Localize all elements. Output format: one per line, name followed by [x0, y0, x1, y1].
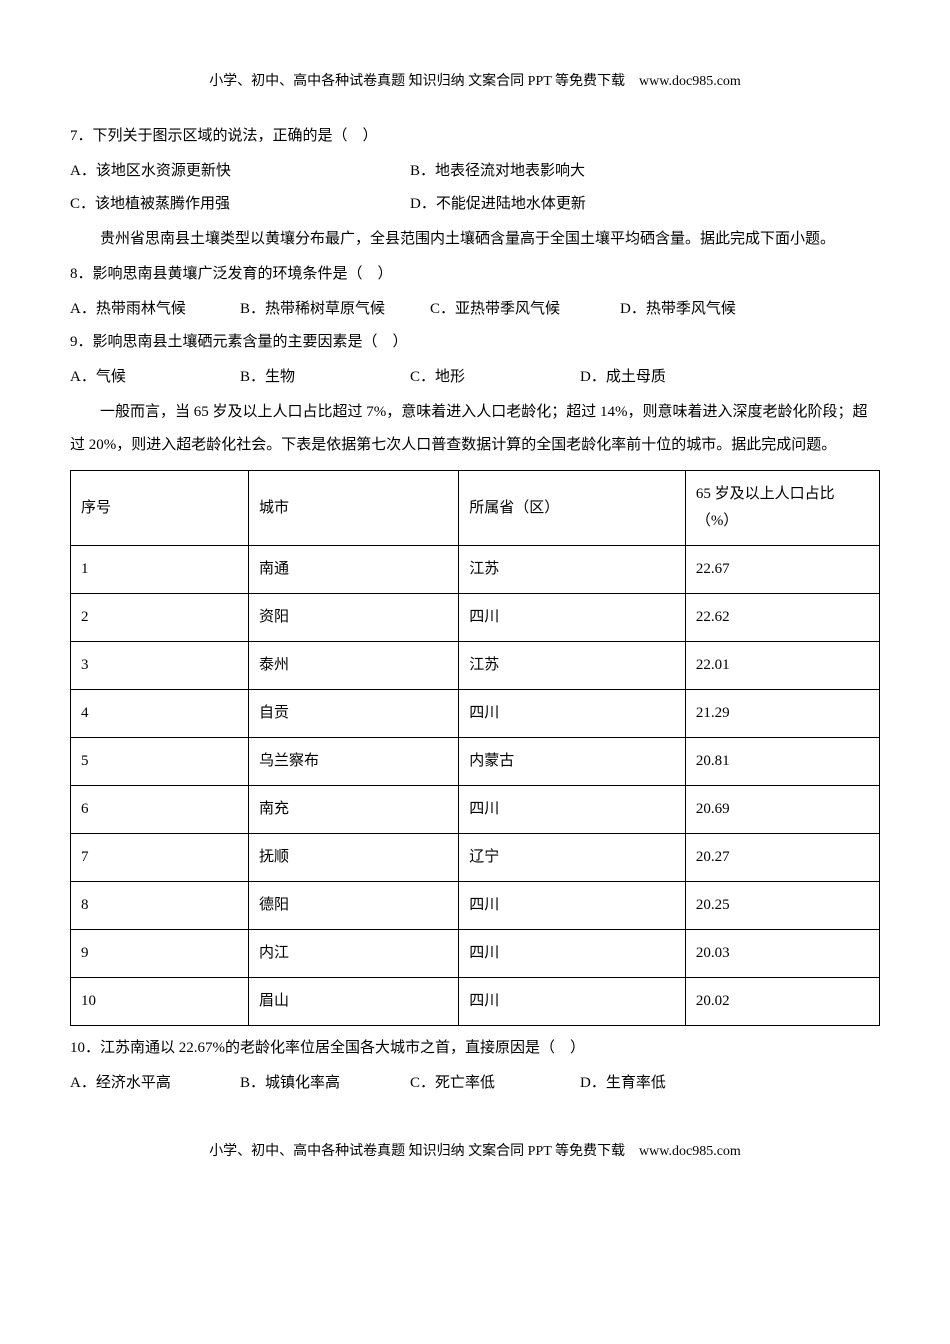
table-head-row: 序号 城市 所属省（区） 65 岁及以上人口占比 （%）: [71, 471, 880, 546]
q7-opts-row1: A．该地区水资源更新快 B．地表径流对地表影响大: [70, 155, 880, 188]
table-cell: 22.01: [685, 642, 879, 690]
table-row: 9内江四川20.03: [71, 930, 880, 978]
table-row: 4自贡四川21.29: [71, 690, 880, 738]
table-cell: 20.02: [685, 978, 879, 1026]
th-province: 所属省（区）: [459, 471, 686, 546]
table-cell: 内江: [248, 930, 458, 978]
table-cell: 德阳: [248, 882, 458, 930]
th-city: 城市: [248, 471, 458, 546]
table-cell: 3: [71, 642, 249, 690]
table-cell: 6: [71, 786, 249, 834]
q10-stem: 10．江苏南通以 22.67%的老龄化率位居全国各大城市之首，直接原因是（ ）: [70, 1032, 880, 1065]
table-row: 6南充四川20.69: [71, 786, 880, 834]
table-cell: 辽宁: [459, 834, 686, 882]
table-row: 2资阳四川22.62: [71, 594, 880, 642]
q10-opt-b: B．城镇化率高: [240, 1067, 410, 1100]
table-cell: 眉山: [248, 978, 458, 1026]
table-cell: 20.03: [685, 930, 879, 978]
table-cell: 四川: [459, 690, 686, 738]
q9-opts: A．气候 B．生物 C．地形 D．成土母质: [70, 361, 880, 394]
table-cell: 自贡: [248, 690, 458, 738]
table-cell: 四川: [459, 930, 686, 978]
table-row: 5乌兰察布内蒙古20.81: [71, 738, 880, 786]
q10-opt-d: D．生育率低: [580, 1067, 750, 1100]
table-cell: 1: [71, 546, 249, 594]
page-header: 小学、初中、高中各种试卷真题 知识归纳 文案合同 PPT 等免费下载 www.d…: [70, 70, 880, 90]
q9-opt-d: D．成土母质: [580, 361, 750, 394]
table-cell: 21.29: [685, 690, 879, 738]
q7-opt-b: B．地表径流对地表影响大: [410, 155, 585, 188]
q8-opt-c: C．亚热带季风气候: [430, 293, 620, 326]
table-cell: 20.25: [685, 882, 879, 930]
table-cell: 10: [71, 978, 249, 1026]
page-footer: 小学、初中、高中各种试卷真题 知识归纳 文案合同 PPT 等免费下载 www.d…: [70, 1140, 880, 1160]
q10-opts: A．经济水平高 B．城镇化率高 C．死亡率低 D．生育率低: [70, 1067, 880, 1100]
table-cell: 7: [71, 834, 249, 882]
passage-1: 贵州省思南县土壤类型以黄壤分布最广，全县范围内土壤硒含量高于全国土壤平均硒含量。…: [70, 223, 880, 256]
table-row: 7抚顺辽宁20.27: [71, 834, 880, 882]
table-cell: 20.27: [685, 834, 879, 882]
table-row: 3泰州江苏22.01: [71, 642, 880, 690]
table-cell: 四川: [459, 786, 686, 834]
q8-opts: A．热带雨林气候 B．热带稀树草原气候 C．亚热带季风气候 D．热带季风气候: [70, 293, 880, 326]
table-row: 1南通江苏22.67: [71, 546, 880, 594]
table-cell: 9: [71, 930, 249, 978]
aging-table: 序号 城市 所属省（区） 65 岁及以上人口占比 （%） 1南通江苏22.672…: [70, 470, 880, 1026]
passage-2: 一般而言，当 65 岁及以上人口占比超过 7%，意味着进入人口老龄化；超过 14…: [70, 396, 880, 462]
table-cell: 四川: [459, 594, 686, 642]
table-cell: 20.69: [685, 786, 879, 834]
table-row: 10眉山四川20.02: [71, 978, 880, 1026]
table-cell: 20.81: [685, 738, 879, 786]
table-cell: 资阳: [248, 594, 458, 642]
table-cell: 4: [71, 690, 249, 738]
q7-opts-row2: C．该地植被蒸腾作用强 D．不能促进陆地水体更新: [70, 188, 880, 221]
table-cell: 内蒙古: [459, 738, 686, 786]
table-cell: 南充: [248, 786, 458, 834]
table-cell: 5: [71, 738, 249, 786]
q8-stem: 8．影响思南县黄壤广泛发育的环境条件是（ ）: [70, 258, 880, 291]
q9-stem: 9．影响思南县土壤硒元素含量的主要因素是（ ）: [70, 326, 880, 359]
q10-opt-c: C．死亡率低: [410, 1067, 580, 1100]
q9-opt-a: A．气候: [70, 361, 240, 394]
table-cell: 南通: [248, 546, 458, 594]
table-cell: 江苏: [459, 642, 686, 690]
q9-opt-b: B．生物: [240, 361, 410, 394]
q7-opt-c: C．该地植被蒸腾作用强: [70, 188, 410, 221]
table-cell: 抚顺: [248, 834, 458, 882]
q9-opt-c: C．地形: [410, 361, 580, 394]
table-cell: 22.67: [685, 546, 879, 594]
table-cell: 乌兰察布: [248, 738, 458, 786]
table-cell: 泰州: [248, 642, 458, 690]
table-cell: 22.62: [685, 594, 879, 642]
table-cell: 8: [71, 882, 249, 930]
table-cell: 江苏: [459, 546, 686, 594]
q7-opt-d: D．不能促进陆地水体更新: [410, 188, 586, 221]
th-ratio-l2: （%）: [696, 508, 869, 535]
th-ratio: 65 岁及以上人口占比 （%）: [685, 471, 879, 546]
q8-opt-a: A．热带雨林气候: [70, 293, 240, 326]
q8-opt-d: D．热带季风气候: [620, 293, 790, 326]
th-ratio-l1: 65 岁及以上人口占比: [696, 481, 869, 508]
table-cell: 四川: [459, 882, 686, 930]
th-seq: 序号: [71, 471, 249, 546]
q8-opt-b: B．热带稀树草原气候: [240, 293, 430, 326]
table-row: 8德阳四川20.25: [71, 882, 880, 930]
q10-opt-a: A．经济水平高: [70, 1067, 240, 1100]
table-cell: 2: [71, 594, 249, 642]
q7-stem: 7．下列关于图示区域的说法，正确的是（ ）: [70, 120, 880, 153]
table-cell: 四川: [459, 978, 686, 1026]
q7-opt-a: A．该地区水资源更新快: [70, 155, 410, 188]
